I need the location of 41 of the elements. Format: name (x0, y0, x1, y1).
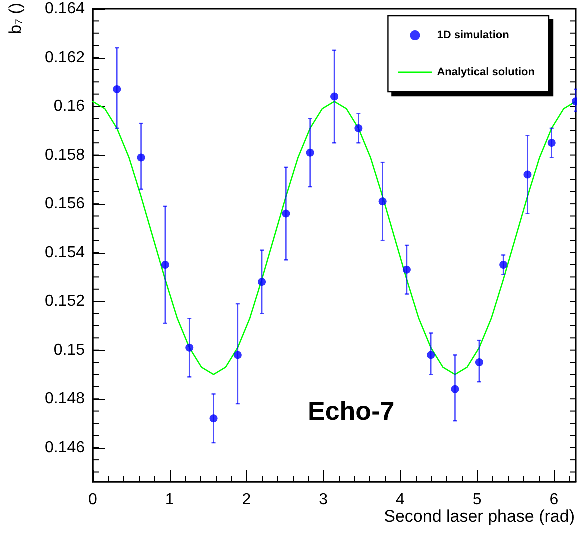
legend-label: 1D simulation (437, 30, 510, 42)
point (451, 385, 460, 394)
y-tick-label: 0.16 (54, 98, 86, 116)
y-tick-label: 0.148 (44, 390, 86, 408)
y-tick-label: 0.158 (44, 146, 86, 164)
point (306, 148, 314, 157)
point (524, 170, 532, 179)
legend-label: Analytical solution (437, 66, 536, 78)
point (137, 154, 146, 162)
y-tick-label: 0.15 (54, 342, 86, 359)
x-tick-label: 3 (319, 492, 328, 508)
point (234, 351, 242, 360)
x-axis-title: Second laser phase (rad) (384, 507, 576, 526)
point (186, 344, 194, 352)
y-tick-label: 0.146 (44, 439, 86, 456)
x-tick-label: 6 (550, 492, 559, 508)
point (475, 358, 484, 367)
point (427, 351, 436, 360)
x-tick-label: 0 (88, 492, 98, 508)
x-tick-label: 2 (242, 492, 252, 508)
y-tick-label: 0.152 (44, 293, 86, 310)
annotation: Echo-7 (308, 396, 395, 426)
point (500, 261, 508, 270)
y-tick-label: 0.156 (44, 196, 86, 213)
point (210, 414, 218, 423)
point (402, 266, 411, 274)
point (282, 210, 290, 218)
y-tick-label: 0.164 (44, 0, 86, 18)
point (378, 198, 387, 206)
point (548, 139, 556, 148)
x-tick-label: 1 (165, 492, 174, 508)
point (113, 85, 122, 94)
x-tick-label: 5 (472, 492, 482, 508)
point (354, 124, 363, 132)
y-tick-label: 0.154 (44, 244, 86, 262)
x-tick-label: 4 (396, 492, 406, 508)
y-tick-label: 0.162 (44, 49, 86, 66)
point (258, 278, 266, 286)
point (161, 261, 170, 270)
y-axis-title: b₇ () (6, 3, 25, 34)
point (330, 92, 339, 101)
